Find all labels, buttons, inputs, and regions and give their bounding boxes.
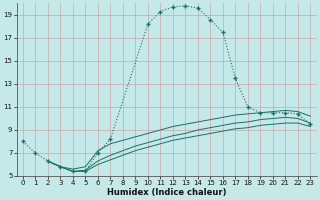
X-axis label: Humidex (Indice chaleur): Humidex (Indice chaleur): [107, 188, 226, 197]
